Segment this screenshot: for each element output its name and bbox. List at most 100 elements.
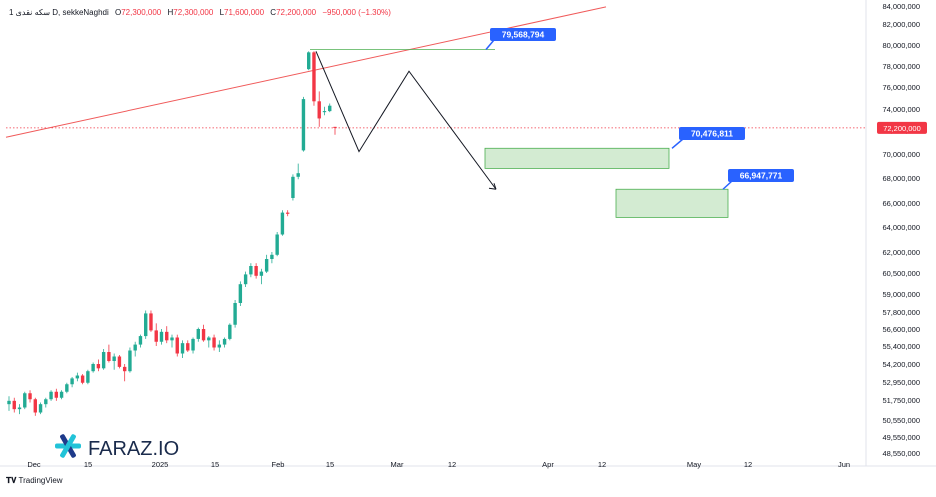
candle (285, 210, 290, 217)
candle (222, 337, 227, 348)
candle (180, 340, 185, 358)
candle-body (70, 378, 74, 385)
candle (186, 340, 190, 352)
ohlc-open: O72,300,000 (114, 8, 162, 17)
candle (175, 334, 179, 357)
candle (101, 349, 106, 370)
candle-body (186, 343, 190, 351)
y-tick-label: 50,550,000 (882, 416, 920, 425)
candle-body (243, 274, 248, 285)
candle (44, 397, 48, 408)
candle-body (38, 404, 43, 413)
candle-body (117, 356, 122, 367)
last-price-tag: 72,200,000 (877, 121, 927, 134)
y-tick-label: 56,600,000 (882, 325, 920, 334)
candle (23, 391, 27, 410)
candle (291, 174, 295, 201)
zone2-callout-text: 66,947,771 (740, 171, 783, 181)
candle-body (28, 393, 32, 400)
candle-body (291, 176, 295, 198)
ohlc-high: H72,300,000 (167, 8, 214, 17)
candle (212, 334, 216, 351)
zone1-callout-box (679, 127, 745, 140)
candle-body (44, 399, 48, 405)
zone1-callout: 70,476,811 (671, 127, 745, 149)
candle (107, 344, 111, 363)
y-tick-label: 54,200,000 (882, 360, 920, 369)
y-tick-label: 59,000,000 (882, 290, 920, 299)
candle-body (101, 352, 106, 369)
y-tick-label: 64,000,000 (882, 223, 920, 232)
candle-body (133, 344, 137, 351)
candle (91, 362, 95, 373)
candle (80, 374, 85, 385)
candle-body (259, 271, 264, 276)
candle-body (54, 391, 59, 398)
candle (243, 271, 248, 287)
candle-body (33, 399, 37, 413)
candle (49, 390, 53, 401)
symbol-name[interactable]: 1 سکه نقدی D, sekkeNaghdi (9, 8, 109, 17)
candle-body (264, 259, 269, 272)
zone1-callout-text: 70,476,811 (691, 129, 733, 139)
x-tick-label: 12 (598, 460, 606, 469)
candle-body (317, 101, 321, 119)
y-tick-label: 49,550,000 (882, 433, 920, 442)
candle-body (285, 212, 290, 214)
zone2-callout-box (728, 169, 794, 182)
candle-body (175, 337, 179, 354)
zone2-callout: 66,947,771 (722, 169, 794, 190)
candle (228, 323, 232, 341)
candle (322, 106, 327, 116)
candle-body (138, 336, 143, 345)
candle (280, 210, 285, 236)
candle (86, 369, 90, 385)
candle-body (7, 400, 11, 405)
candle-body (333, 126, 337, 128)
candle (333, 126, 337, 135)
candle-body (254, 266, 258, 276)
candle (233, 300, 237, 328)
last-price-tag-box (877, 121, 927, 134)
candle (275, 232, 279, 257)
candle-body (207, 337, 211, 341)
x-tick-label: May (687, 460, 701, 469)
candle-body (144, 313, 148, 337)
y-tick-label: 52,950,000 (882, 378, 920, 387)
candle-body (233, 303, 237, 325)
faraz-logo-icon (60, 434, 76, 458)
tradingview-logo-icon: 𝐓𝐕 (6, 476, 17, 485)
candle-body (180, 343, 185, 354)
target-zone (615, 188, 729, 218)
candle-body (17, 407, 22, 410)
candle (33, 397, 37, 416)
candle-body (75, 375, 80, 379)
candle (264, 254, 269, 273)
y-tick-label: 74,000,000 (882, 105, 920, 114)
tradingview-footer[interactable]: 𝐓𝐕 TradingView (6, 476, 63, 486)
candle (96, 359, 101, 372)
candle-body (307, 52, 311, 70)
candle-body (128, 350, 132, 372)
candle-body (154, 330, 158, 342)
candle-body (59, 391, 64, 398)
x-tick-label: Apr (542, 460, 554, 469)
candle-body (322, 111, 327, 113)
candle (254, 263, 258, 279)
candle (191, 337, 195, 354)
candle-body (122, 366, 127, 372)
candle-body (228, 324, 232, 339)
projection-path (315, 51, 497, 190)
candle (38, 402, 43, 415)
ohlc-close: C72,200,000 (270, 8, 317, 17)
zone1-callout-pointer (671, 138, 684, 149)
candle (317, 91, 321, 127)
candle (249, 263, 253, 278)
candle (207, 336, 211, 348)
candle-body (91, 364, 95, 372)
candle (28, 390, 32, 403)
candle (149, 310, 153, 332)
y-tick-label: 70,000,000 (882, 150, 920, 159)
candle-body (270, 254, 274, 259)
